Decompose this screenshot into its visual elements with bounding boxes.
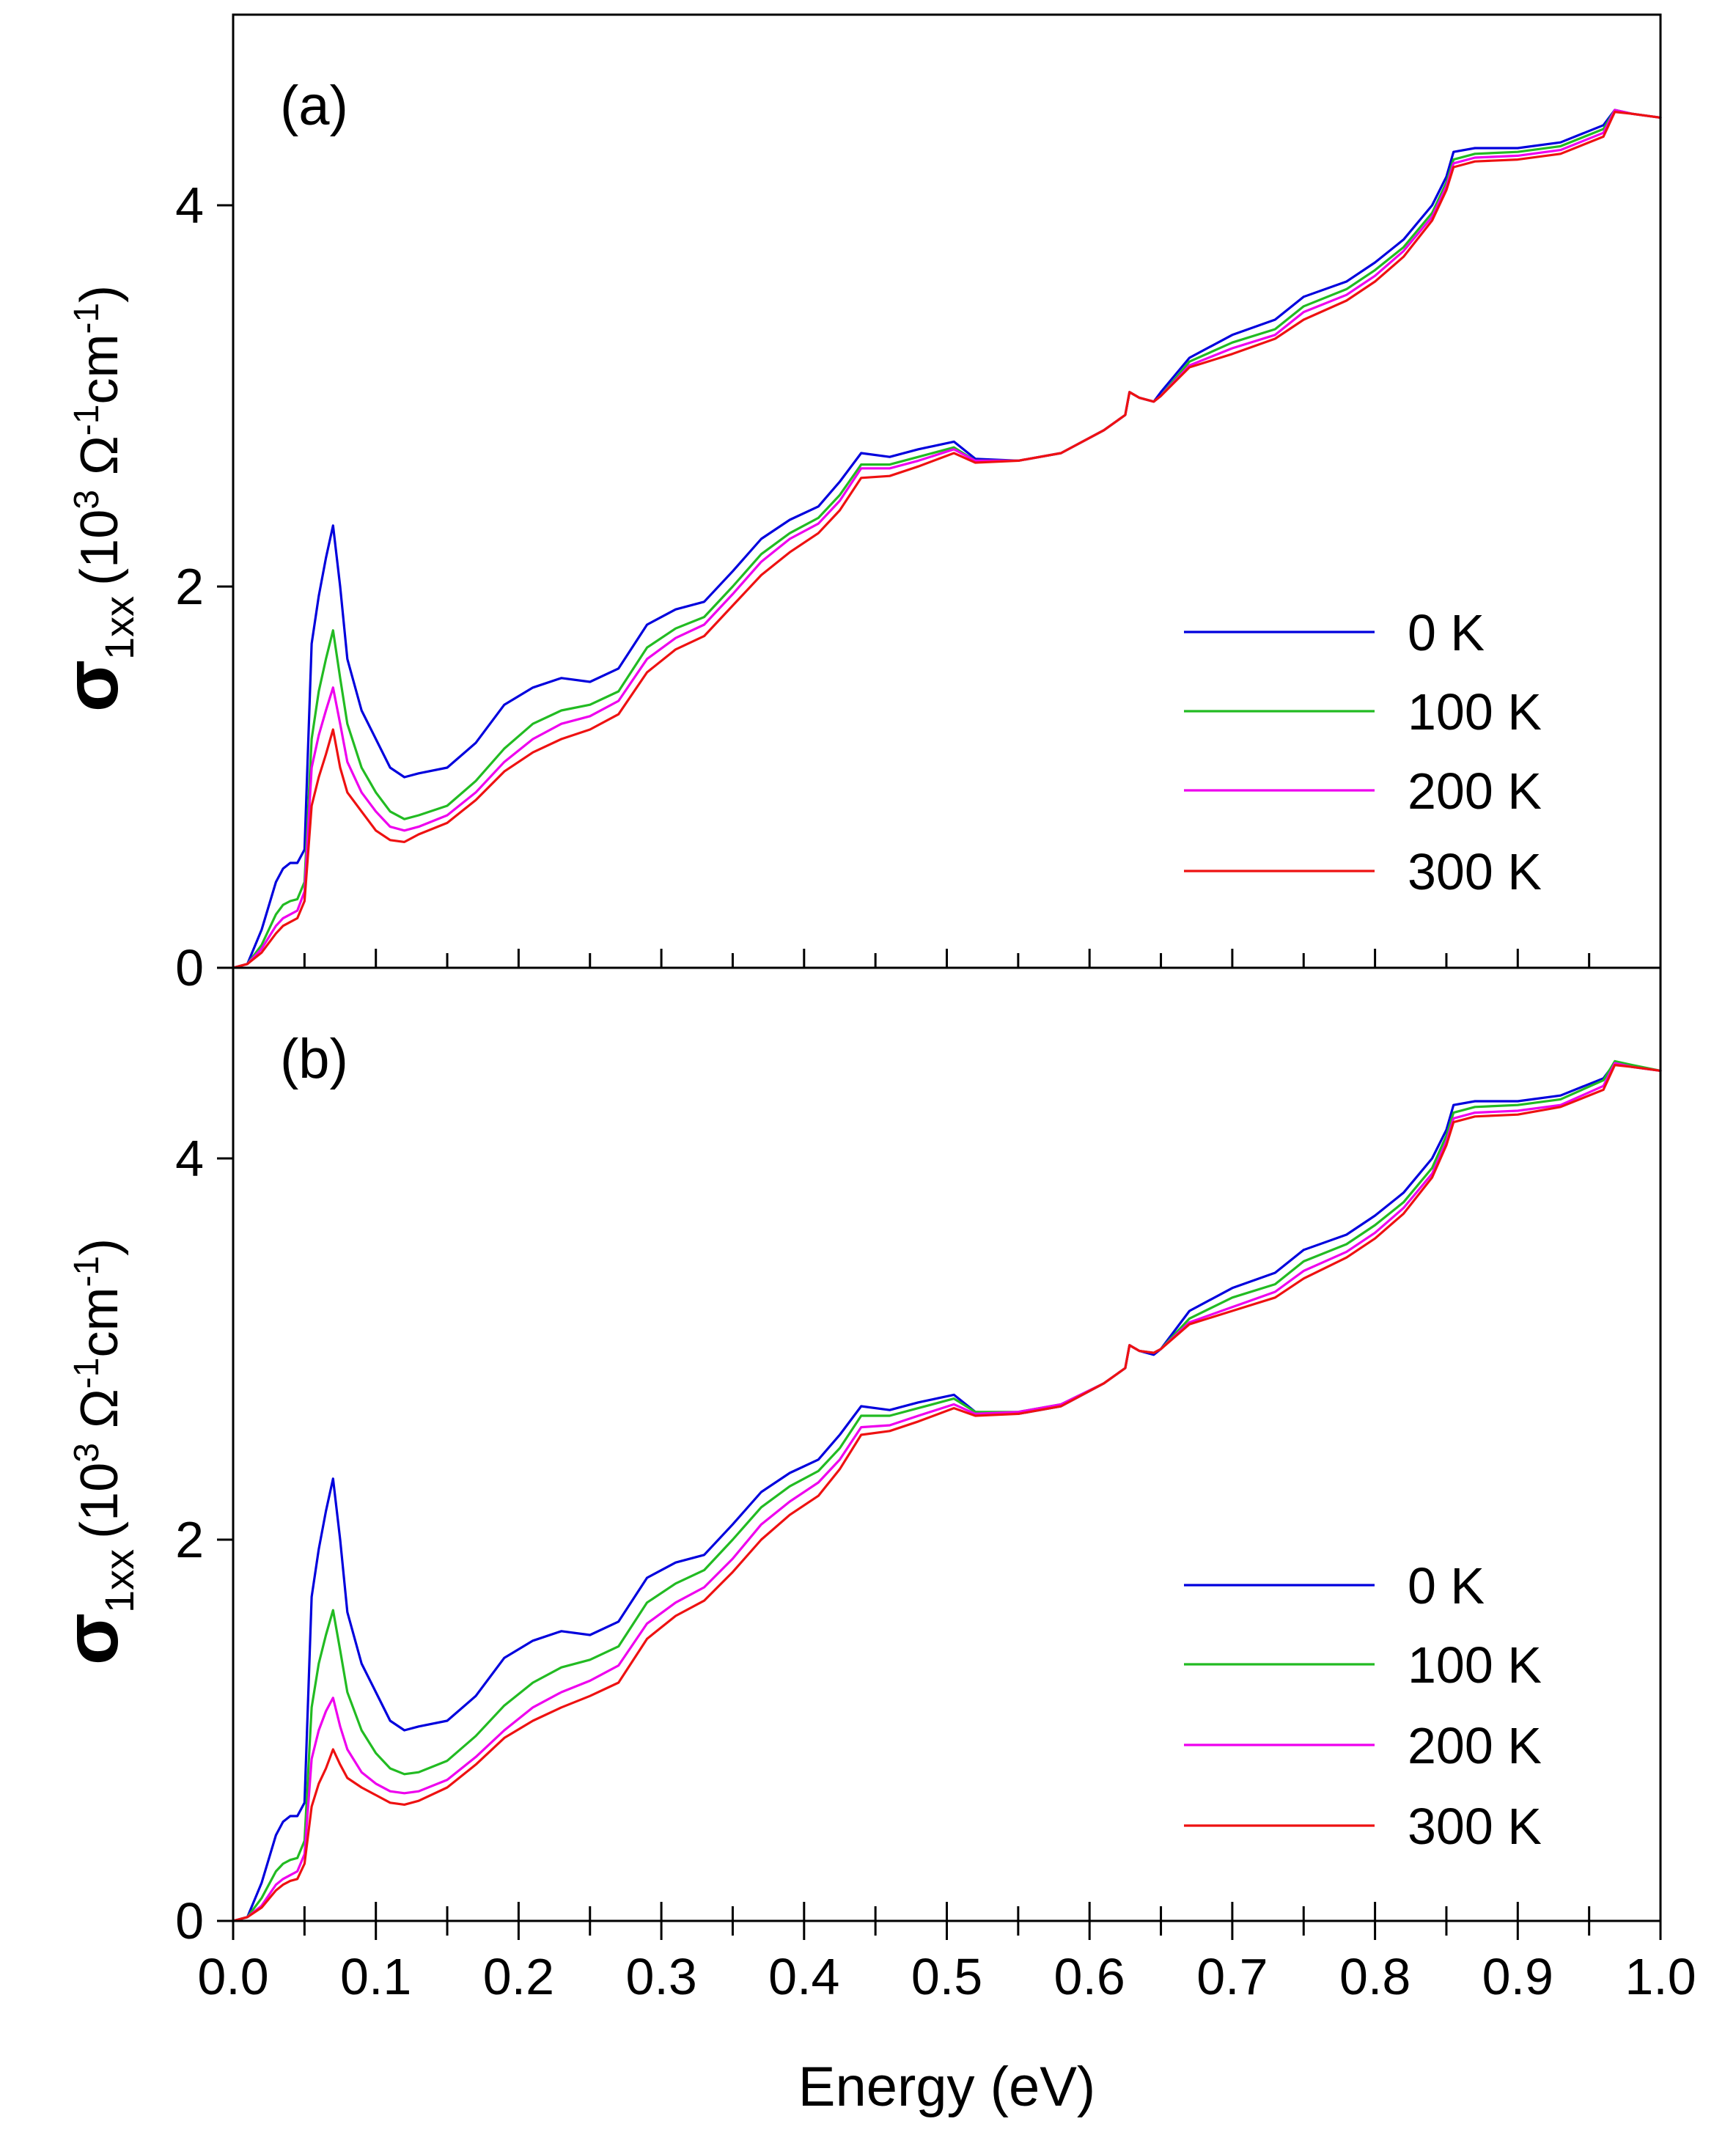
ticks-b: 0 2 4 0.0 0.1 0.2 0.3 0.4 0.5 0.6 0.7 0.8 0.9 1.0 — [175, 1130, 1696, 2005]
ylabel-unit-open: (10 — [70, 510, 129, 586]
ylabel-unit-open: (10 — [70, 1463, 129, 1539]
y-tick-label: 0 — [175, 1892, 204, 1950]
ylabel-subscript: 1xx — [96, 596, 142, 660]
legend-label: 0 K — [1408, 604, 1485, 661]
x-tick-label: 0.1 — [340, 1948, 411, 2005]
x-tick-label: 0.5 — [911, 1948, 982, 2005]
ylabel-unit-close: ) — [70, 285, 129, 303]
legend-label: 200 K — [1408, 762, 1542, 820]
series-line-300-k — [232, 1064, 1662, 1922]
y-tick-label: 2 — [175, 1511, 204, 1568]
legend-a: 0 K 100 K 200 K 300 K — [1184, 604, 1542, 900]
y-axis-label-a: σ1xx(103 Ω-1cm-1) — [49, 285, 142, 712]
ylabel-cm: cm — [70, 1287, 129, 1358]
ylabel-exp-minus1-a: -1 — [67, 405, 106, 436]
x-axis-label: Energy (eV) — [798, 2056, 1096, 2118]
y-tick-label: 4 — [175, 1130, 204, 1187]
series-line-200-k — [232, 1062, 1662, 1922]
x-tick-label: 0.6 — [1054, 1948, 1125, 2005]
legend-label: 0 K — [1408, 1557, 1485, 1614]
series-layer-b — [232, 1059, 1662, 1922]
legend-label: 100 K — [1408, 1636, 1542, 1694]
ticks-a: 0 2 4 — [175, 177, 1662, 996]
legend-label: 100 K — [1408, 683, 1542, 741]
ylabel-ohm: Ω — [70, 1389, 129, 1443]
ylabel-exp-3: 3 — [67, 1443, 106, 1463]
legend-label: 300 K — [1408, 843, 1542, 900]
series-line-0-k — [232, 109, 1662, 969]
ylabel-sigma: σ — [49, 660, 134, 712]
series-line-200-k — [232, 109, 1662, 969]
series-line-100-k — [232, 109, 1662, 969]
series-layer-a — [232, 109, 1662, 969]
ylabel-cm: cm — [70, 334, 129, 405]
x-tick-label: 0.3 — [625, 1948, 696, 2005]
panel-b: 0 2 4 0.0 0.1 0.2 0.3 0.4 0.5 0.6 0.7 0.8 0.9 1.0 (b)… — [49, 966, 1696, 2005]
legend-label: 200 K — [1408, 1717, 1542, 1774]
ylabel-exp-minus1-b: -1 — [67, 303, 106, 334]
panel-label-a: (a) — [280, 75, 348, 137]
y-tick-label: 0 — [175, 939, 204, 996]
ylabel-ohm: Ω — [70, 436, 129, 490]
x-tick-label: 0.4 — [768, 1948, 839, 2005]
x-tick-label: 0.0 — [197, 1948, 268, 2005]
ylabel-subscript: 1xx — [96, 1549, 142, 1613]
series-line-100-k — [232, 1059, 1662, 1922]
y-tick-label: 4 — [175, 177, 204, 234]
ylabel-exp-minus1-b: -1 — [67, 1256, 106, 1287]
ylabel-exp-3: 3 — [67, 490, 106, 510]
y-tick-label: 2 — [175, 558, 204, 615]
legend-label: 300 K — [1408, 1798, 1542, 1855]
ylabel-sigma: σ — [49, 1613, 134, 1665]
ylabel-exp-minus1-a: -1 — [67, 1358, 106, 1389]
legend-b: 0 K 100 K 200 K 300 K — [1184, 1557, 1542, 1855]
y-axis-label-b: σ1xx(103 Ω-1cm-1) — [49, 1238, 142, 1665]
x-tick-label: 0.9 — [1482, 1948, 1553, 2005]
panel-label-b: (b) — [280, 1028, 348, 1090]
x-tick-label: 0.2 — [483, 1948, 554, 2005]
series-line-0-k — [232, 1062, 1662, 1922]
x-tick-label: 0.7 — [1196, 1948, 1268, 2005]
ylabel-unit-close: ) — [70, 1238, 129, 1256]
series-line-300-k — [232, 111, 1662, 969]
x-tick-label: 0.8 — [1339, 1948, 1410, 2005]
x-tick-label: 1.0 — [1625, 1948, 1696, 2005]
